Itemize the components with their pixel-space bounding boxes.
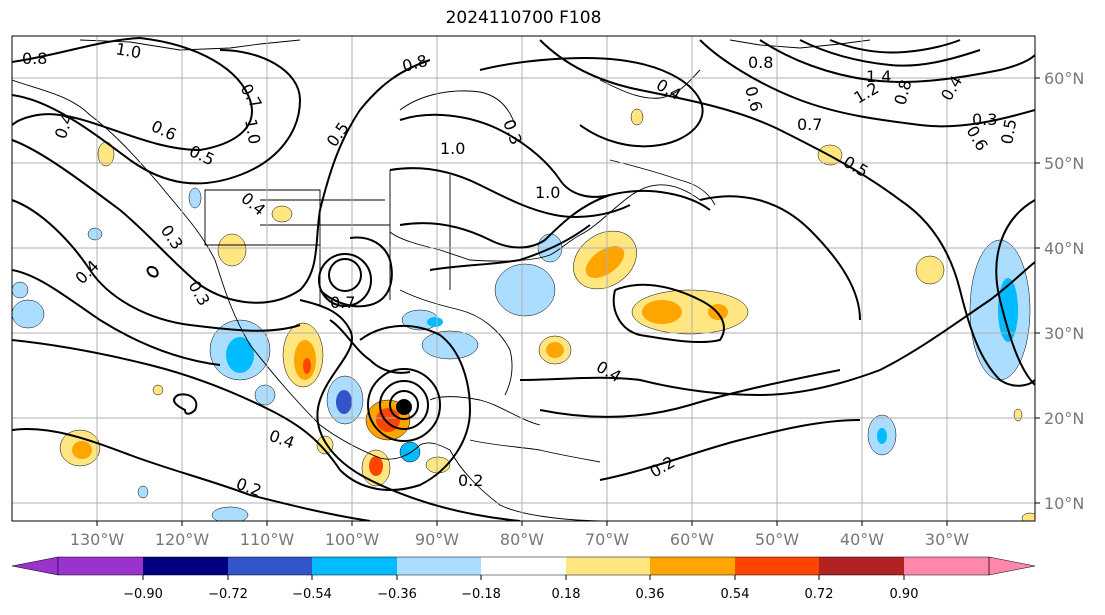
lon-label: 70°W <box>585 530 629 549</box>
contour-lines <box>12 36 1035 521</box>
contour-label: 0.4 <box>51 111 78 141</box>
colorbar-tick-label: 0.54 <box>721 587 750 602</box>
lon-label: 100°W <box>325 530 380 549</box>
lon-label: 110°W <box>240 530 295 549</box>
lon-label: 80°W <box>500 530 544 549</box>
contour-label: 1.4 <box>866 67 891 86</box>
colorbar-bin <box>566 557 650 575</box>
contour-label: 0.4 <box>593 357 625 386</box>
colorbar-tick-label: −0.18 <box>461 587 501 602</box>
contour-label: 1.0 <box>535 183 560 202</box>
colorbar-min-extend <box>11 556 59 576</box>
lon-label: 50°W <box>755 530 799 549</box>
lat-label: 60°N <box>1044 69 1084 88</box>
latitude-labels: 60°N 50°N 40°N 30°N 20°N 10°N <box>1044 69 1084 513</box>
contour-label: 0.8 <box>22 49 47 68</box>
contour-label: 0.7 <box>330 293 355 312</box>
storm-center-marker <box>396 399 412 415</box>
colorbar-tick-label: 0.36 <box>636 587 665 602</box>
coastlines <box>12 39 871 521</box>
contour-label: 0.4 <box>267 426 297 453</box>
colorbar-bin <box>735 557 819 575</box>
lon-label: 130°W <box>70 530 125 549</box>
colorbar-tick-label: −0.36 <box>377 587 417 602</box>
colorbar-bin <box>650 557 735 575</box>
colorbar: −0.90 −0.72 −0.54 −0.36 −0.18 0.18 0.36 … <box>11 556 1036 602</box>
colorbar-tick-label: 0.90 <box>890 587 919 602</box>
axis-ticks <box>96 77 1040 526</box>
colorbar-bin <box>228 557 312 575</box>
graticule <box>12 36 1035 521</box>
lon-label: 60°W <box>670 530 714 549</box>
contour-label: 0.8 <box>400 51 430 76</box>
contour-label: 1.0 <box>241 117 264 145</box>
contour-label: 0.5 <box>997 117 1020 145</box>
colorbar-bin <box>58 557 143 575</box>
lon-label: 30°W <box>925 530 969 549</box>
contour-label: 0.6 <box>741 84 766 114</box>
contour-label: 0.2 <box>458 471 483 490</box>
colorbar-max-extend <box>988 556 1036 576</box>
colorbar-tick-label: −0.72 <box>208 587 248 602</box>
map-frame <box>11 35 1036 522</box>
shaded-anomalies <box>12 108 1035 521</box>
contour-label: 1.0 <box>114 39 142 62</box>
map-title: 2024110700 F108 <box>445 8 602 28</box>
contour-label: 0.3 <box>972 110 997 129</box>
lat-label: 10°N <box>1044 494 1084 513</box>
contour-label: 0.7 <box>237 81 266 113</box>
contour-label: 0.5 <box>186 141 217 169</box>
contour-label: 0.4 <box>71 256 102 287</box>
lat-label: 50°N <box>1044 154 1084 173</box>
contour-label: 0.8 <box>748 53 773 72</box>
colorbar-bin <box>312 557 397 575</box>
colorbar-bin <box>397 557 481 575</box>
longitude-labels: 130°W 120°W 110°W 100°W 90°W 80°W 70°W 6… <box>70 530 969 549</box>
map-plot-area: 0.8 1.0 0.8 0.7 0.8 0.4 1.4 1.2 0.6 0.4 … <box>12 36 1035 521</box>
contour-label: 0.2 <box>647 452 679 481</box>
colorbar-tick-label: 0.18 <box>552 587 581 602</box>
colorbar-bin <box>819 557 904 575</box>
contour-label: 0.3 <box>185 278 214 310</box>
colorbar-tick-label: −0.90 <box>123 587 163 602</box>
lat-label: 20°N <box>1044 409 1084 428</box>
lon-label: 40°W <box>840 530 884 549</box>
colorbar-bin <box>481 557 566 575</box>
lat-label: 30°N <box>1044 324 1084 343</box>
colorbar-bin <box>904 557 989 575</box>
colorbar-tick-label: 0.72 <box>805 587 834 602</box>
contour-label: 0.7 <box>797 115 822 134</box>
contour-label: 1.0 <box>440 139 465 158</box>
contour-label: 0.4 <box>237 189 269 220</box>
contour-label: 0.5 <box>323 119 353 151</box>
lat-label: 40°N <box>1044 239 1084 258</box>
colorbar-tick-label: −0.54 <box>292 587 332 602</box>
lon-label: 90°W <box>415 530 459 549</box>
contour-label: 0.6 <box>148 116 179 144</box>
colorbar-bin <box>143 557 228 575</box>
lon-label: 120°W <box>155 530 210 549</box>
